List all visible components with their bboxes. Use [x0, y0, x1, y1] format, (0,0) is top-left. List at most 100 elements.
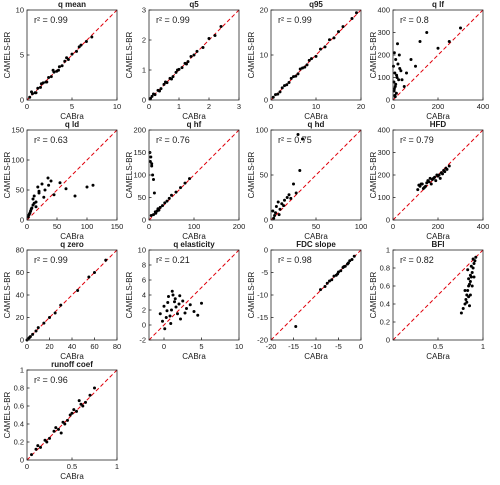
y-tick-label: 100	[11, 156, 24, 165]
data-point	[58, 181, 62, 185]
data-point	[28, 335, 32, 339]
data-point	[81, 404, 85, 408]
y-tick-label: 40	[16, 291, 24, 300]
data-point	[46, 176, 50, 180]
x-axis-label: CABra	[426, 352, 450, 361]
panel-title: runoff coef	[51, 360, 93, 369]
data-point	[176, 312, 179, 316]
data-point	[195, 49, 199, 53]
y-tick-label: 10	[138, 246, 146, 255]
data-point	[36, 444, 40, 448]
x-axis-label: CABra	[304, 112, 328, 121]
data-point	[37, 189, 41, 193]
data-point	[278, 90, 282, 94]
y-tick-label: 5	[20, 51, 24, 60]
data-point	[467, 277, 471, 281]
y-tick-label: 100	[377, 73, 390, 82]
data-point	[91, 183, 95, 187]
data-point	[151, 173, 155, 177]
x-axis-label: CABra	[182, 352, 206, 361]
x-tick-label: 150	[111, 222, 124, 231]
data-point	[45, 80, 49, 84]
data-point	[468, 304, 471, 308]
data-point	[162, 82, 166, 86]
data-point	[323, 45, 327, 49]
y-tick-label: 0.6	[380, 282, 390, 291]
one-to-one-line	[392, 249, 484, 341]
data-point	[409, 58, 413, 61]
data-point	[57, 427, 60, 431]
y-tick-label: 0.6	[14, 402, 24, 411]
data-point	[278, 207, 282, 211]
data-point	[323, 284, 327, 288]
data-point	[64, 187, 68, 191]
data-point	[468, 282, 471, 286]
data-point	[437, 173, 441, 177]
data-point	[176, 68, 179, 72]
data-point	[399, 69, 403, 73]
data-point	[438, 176, 442, 180]
scatter-panel: -20 -15 -10 -5 0 -20 -15 -10 -5 0 FDC slope r² = 0.…	[247, 240, 363, 361]
y-tick-label: 0	[264, 96, 268, 105]
data-point	[150, 162, 154, 166]
x-axis-label: CABra	[182, 232, 206, 241]
r-squared-label: r² = 0.99	[156, 15, 190, 25]
data-point	[157, 208, 161, 212]
data-point	[52, 429, 56, 433]
data-point	[294, 191, 298, 195]
data-point	[418, 40, 422, 43]
data-point	[93, 386, 96, 390]
one-to-one-line	[148, 129, 240, 221]
data-point	[350, 257, 354, 261]
data-point	[393, 95, 397, 99]
y-tick-label: 0	[20, 216, 24, 225]
y-tick-label: 20	[16, 313, 24, 322]
y-tick-label: 6	[142, 276, 146, 285]
x-tick-label: 0	[25, 462, 29, 471]
y-tick-label: 150	[11, 126, 24, 135]
data-point	[271, 95, 275, 99]
data-point	[149, 214, 153, 217]
data-point	[352, 254, 356, 258]
data-point	[165, 309, 169, 313]
data-point	[425, 181, 429, 185]
data-point	[436, 46, 440, 50]
y-axis-label: CAMELS-BR	[369, 271, 378, 318]
x-tick-label: 100	[188, 222, 201, 231]
y-tick-label: 200	[377, 51, 390, 60]
data-point	[301, 66, 304, 70]
x-tick-label: 50	[53, 222, 61, 231]
y-tick-label: 0	[142, 96, 146, 105]
x-tick-label: 0	[25, 222, 29, 231]
x-tick-label: 0	[25, 342, 29, 351]
y-tick-label: 0	[142, 321, 146, 330]
data-point	[36, 185, 40, 189]
data-point	[36, 86, 40, 90]
data-point	[174, 305, 178, 309]
data-point	[77, 45, 81, 49]
r-squared-label: r² = 0.63	[34, 135, 68, 145]
data-point	[173, 300, 176, 304]
x-axis-label: CABra	[60, 472, 84, 481]
y-tick-label: 0.2	[14, 438, 24, 447]
data-point	[177, 302, 181, 306]
data-point	[398, 67, 402, 70]
y-tick-label: -5	[261, 268, 268, 277]
data-point	[171, 293, 175, 297]
data-point	[274, 205, 278, 208]
x-tick-label: 0.5	[67, 462, 77, 471]
data-point	[28, 211, 32, 215]
x-tick-label: 80	[113, 342, 121, 351]
data-point	[339, 269, 343, 273]
data-point	[87, 275, 91, 279]
data-point	[469, 264, 473, 268]
data-point	[394, 82, 398, 86]
data-point	[161, 319, 164, 323]
panel-title: q ld	[65, 120, 79, 129]
data-point	[435, 173, 439, 177]
data-point	[332, 36, 336, 40]
data-point	[174, 70, 178, 74]
data-point	[442, 169, 446, 172]
data-point	[459, 26, 462, 30]
data-point	[174, 190, 178, 194]
